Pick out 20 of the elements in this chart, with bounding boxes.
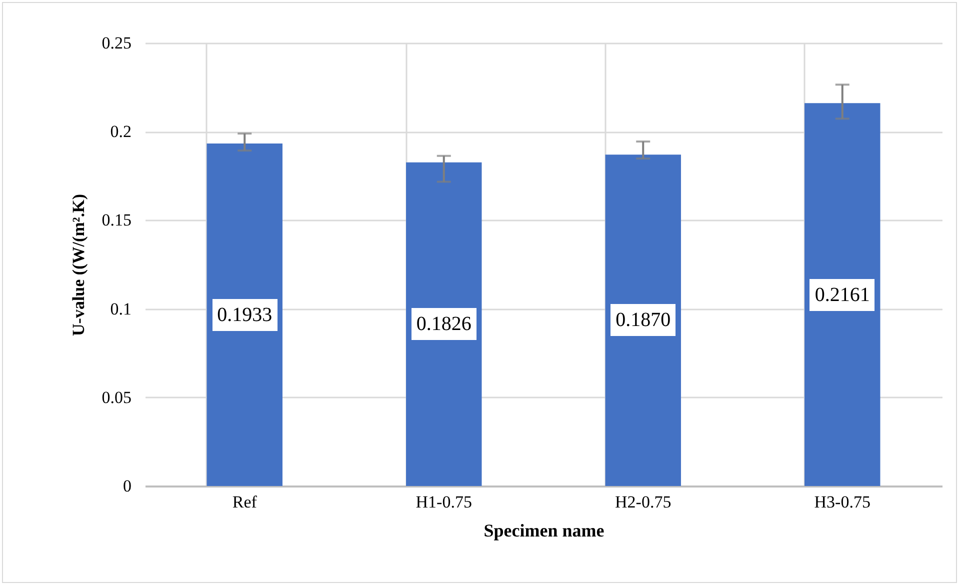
data-label: 0.1870 <box>610 303 677 338</box>
x-tick-label: H2-0.75 <box>615 492 672 512</box>
y-tick-label: 0.2 <box>110 122 132 142</box>
data-label: 0.2161 <box>808 278 876 312</box>
bar <box>804 103 880 486</box>
bar <box>605 154 681 486</box>
data-label: 0.1933 <box>211 298 278 332</box>
x-tick-label: H1-0.75 <box>416 492 472 512</box>
y-tick-label: 0.25 <box>102 34 132 52</box>
x-tick-label: Ref <box>232 492 258 512</box>
y-tick-label: 0 <box>123 476 132 496</box>
x-tick-label: H3-0.75 <box>814 492 870 512</box>
y-axis-title: U-value ((W/(m².K) <box>68 194 88 336</box>
y-tick-label: 0.15 <box>102 210 132 230</box>
y-tick-label: 0.1 <box>110 299 132 318</box>
x-axis-title: Specimen name <box>484 520 604 540</box>
data-label: 0.1826 <box>410 307 478 342</box>
bar <box>206 143 282 486</box>
y-tick-label: 0.05 <box>102 388 132 407</box>
bar <box>406 162 482 486</box>
